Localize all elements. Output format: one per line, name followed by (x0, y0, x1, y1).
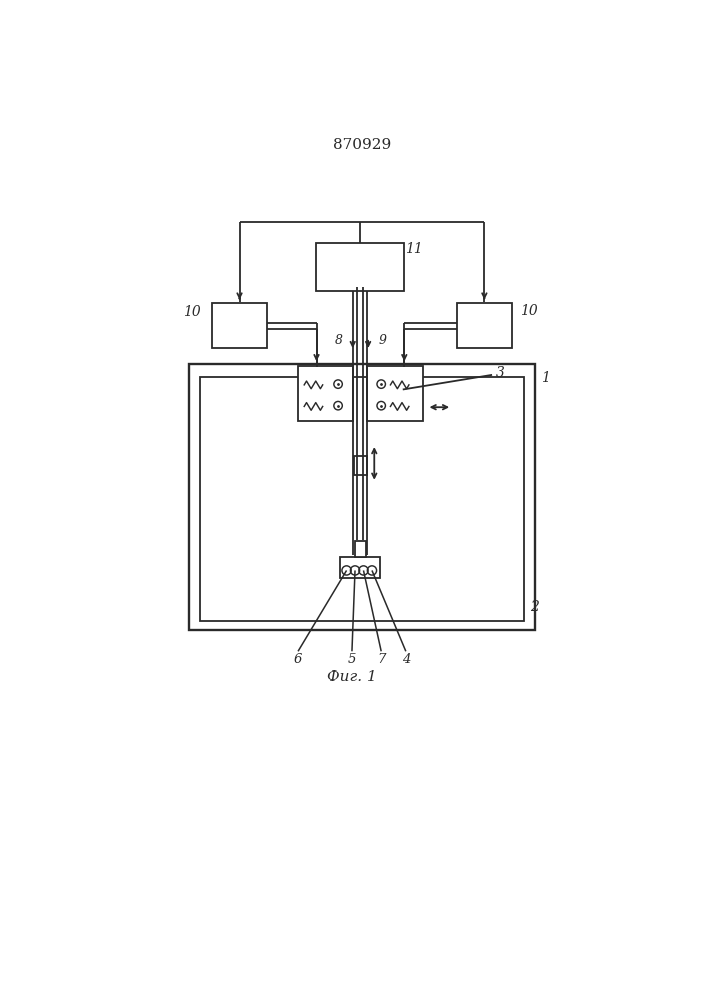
Text: 6: 6 (294, 653, 302, 666)
Text: 3: 3 (496, 366, 505, 380)
Bar (316, 243, 404, 291)
Text: 10: 10 (183, 306, 201, 320)
Text: 5: 5 (348, 653, 356, 666)
Bar (212, 303, 267, 348)
Text: 2: 2 (530, 600, 539, 614)
Text: 10: 10 (520, 304, 537, 318)
Bar (298, 366, 354, 421)
Text: 8: 8 (334, 334, 343, 347)
Text: 11: 11 (404, 242, 422, 256)
Text: 7: 7 (377, 653, 385, 666)
Text: 9: 9 (378, 334, 386, 347)
Bar (354, 456, 366, 475)
Bar (457, 303, 512, 348)
Bar (368, 366, 423, 421)
Bar (340, 557, 380, 578)
Text: 4: 4 (402, 653, 410, 666)
Text: 1: 1 (542, 371, 550, 385)
Text: 870929: 870929 (333, 138, 391, 152)
Text: Фиг. 1: Фиг. 1 (327, 670, 377, 684)
Bar (355, 541, 366, 557)
Bar (189, 364, 535, 630)
Bar (200, 377, 524, 620)
